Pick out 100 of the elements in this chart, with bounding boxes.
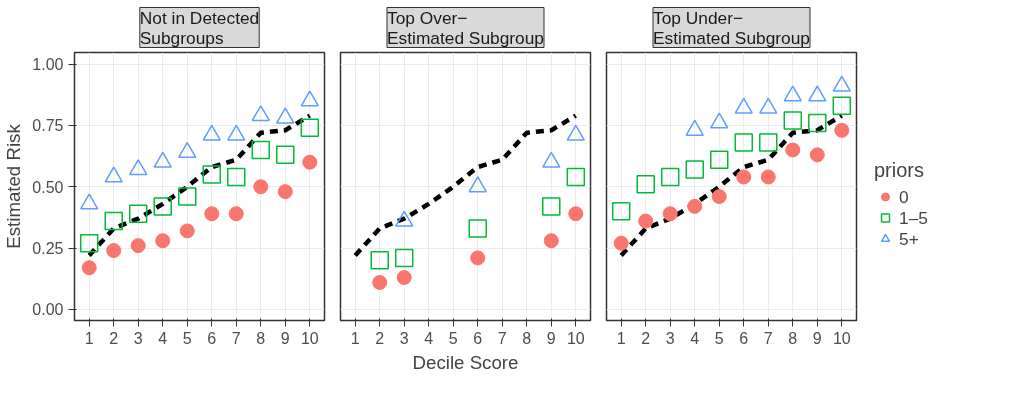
point bbox=[106, 243, 122, 259]
x-tick-label: 5 bbox=[714, 329, 724, 347]
point bbox=[81, 260, 97, 276]
point bbox=[638, 213, 654, 229]
point bbox=[302, 154, 318, 170]
x-tick-label: 3 bbox=[665, 329, 675, 347]
point bbox=[543, 233, 559, 249]
point bbox=[396, 270, 412, 286]
point bbox=[202, 165, 221, 184]
legend-label: 0 bbox=[899, 186, 910, 207]
x-tick-label: 1 bbox=[350, 329, 360, 347]
point bbox=[568, 206, 584, 222]
point bbox=[153, 197, 172, 216]
point bbox=[227, 124, 246, 141]
point bbox=[566, 124, 586, 141]
point bbox=[470, 250, 486, 266]
point bbox=[759, 133, 778, 152]
x-tick-label: 7 bbox=[763, 329, 773, 347]
point bbox=[130, 238, 146, 254]
point bbox=[662, 206, 678, 222]
legend-title: priors bbox=[874, 158, 925, 181]
x-tick-label: 1 bbox=[616, 329, 626, 347]
point bbox=[783, 85, 803, 102]
point bbox=[785, 142, 801, 158]
point bbox=[834, 122, 850, 138]
x-tick-label: 8 bbox=[256, 329, 266, 347]
y-tick-label: 1.00 bbox=[32, 56, 64, 74]
point bbox=[178, 187, 197, 206]
x-tick-label: 8 bbox=[788, 329, 798, 347]
point bbox=[153, 151, 172, 168]
point bbox=[566, 167, 586, 187]
x-tick-label: 9 bbox=[280, 329, 290, 347]
x-tick-label: 10 bbox=[566, 329, 585, 347]
point bbox=[253, 179, 269, 195]
point bbox=[783, 111, 803, 130]
point bbox=[276, 107, 295, 124]
point bbox=[79, 233, 99, 253]
point bbox=[394, 210, 414, 227]
point bbox=[832, 96, 852, 116]
point bbox=[300, 90, 320, 107]
x-tick-label: 4 bbox=[690, 329, 700, 347]
point bbox=[104, 211, 123, 231]
point bbox=[808, 85, 827, 102]
point bbox=[759, 97, 778, 114]
y-tick-label: 0.00 bbox=[32, 301, 64, 319]
y-axis-title: Estimated Risk bbox=[3, 123, 25, 249]
y-tick-label: 0.50 bbox=[32, 178, 64, 196]
point bbox=[228, 206, 244, 222]
line-series bbox=[86, 113, 313, 258]
y-tick-label: 0.25 bbox=[32, 240, 64, 258]
point bbox=[734, 133, 753, 152]
chart-title: Top Under− Estimated Subgroup bbox=[652, 7, 811, 48]
point bbox=[128, 159, 148, 176]
x-axis-title: Decile Score bbox=[412, 351, 519, 373]
point bbox=[710, 112, 729, 129]
x-tick-label: 1 bbox=[84, 329, 94, 347]
point bbox=[660, 167, 680, 187]
point bbox=[277, 184, 293, 200]
x-tick-label: 2 bbox=[375, 329, 385, 347]
x-tick-label: 6 bbox=[473, 329, 483, 347]
x-tick-label: 5 bbox=[448, 329, 458, 347]
x-tick-label: 8 bbox=[522, 329, 532, 347]
x-tick-label: 4 bbox=[158, 329, 168, 347]
point bbox=[104, 166, 123, 183]
x-tick-label: 3 bbox=[399, 329, 409, 347]
point bbox=[613, 235, 629, 251]
point bbox=[832, 75, 852, 92]
chart-title: Top Over− Estimated Subgroup bbox=[386, 7, 545, 48]
x-tick-label: 7 bbox=[497, 329, 507, 347]
point bbox=[808, 113, 827, 133]
chart-title: Not in Detected Subgroups bbox=[139, 7, 260, 48]
point bbox=[809, 147, 825, 163]
point bbox=[687, 198, 703, 214]
point bbox=[155, 233, 171, 249]
point bbox=[202, 124, 221, 141]
point bbox=[300, 118, 320, 138]
point bbox=[468, 219, 487, 238]
x-tick-label: 2 bbox=[109, 329, 119, 347]
point bbox=[204, 206, 220, 222]
x-tick-label: 6 bbox=[739, 329, 749, 347]
x-tick-label: 10 bbox=[832, 329, 851, 347]
point bbox=[736, 169, 752, 185]
x-tick-label: 7 bbox=[231, 329, 241, 347]
point bbox=[710, 150, 729, 169]
point bbox=[128, 204, 148, 223]
x-tick-label: 2 bbox=[641, 329, 651, 347]
point bbox=[611, 202, 631, 221]
point bbox=[734, 97, 753, 114]
x-tick-label: 9 bbox=[812, 329, 822, 347]
point bbox=[685, 119, 704, 136]
x-tick-label: 9 bbox=[546, 329, 556, 347]
point bbox=[227, 167, 246, 187]
x-tick-label: 10 bbox=[300, 329, 319, 347]
point bbox=[636, 175, 655, 194]
x-tick-label: 5 bbox=[182, 329, 192, 347]
x-tick-label: 4 bbox=[424, 329, 434, 347]
point bbox=[468, 176, 487, 193]
x-tick-label: 3 bbox=[133, 329, 143, 347]
point bbox=[179, 223, 195, 239]
legend-label: 1–5 bbox=[899, 207, 928, 228]
